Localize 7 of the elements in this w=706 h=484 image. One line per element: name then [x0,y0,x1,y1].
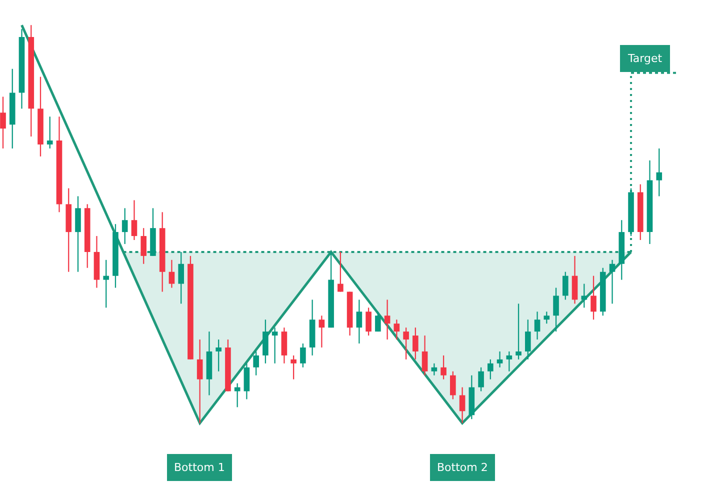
text: Bottom 2 [437,461,488,474]
candlestick [609,260,616,304]
text: Bottom 1 [174,461,225,474]
candlestick [384,300,390,340]
candlestick [496,351,503,368]
candlestick [318,316,325,348]
ref-line-label: Target [627,52,663,65]
